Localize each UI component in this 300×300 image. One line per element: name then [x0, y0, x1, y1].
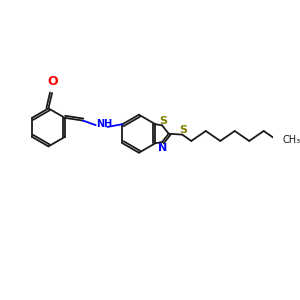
Text: CH₃: CH₃ — [283, 135, 300, 145]
Text: N: N — [158, 142, 168, 152]
Text: S: S — [159, 116, 167, 126]
Text: NH: NH — [97, 119, 113, 129]
Text: O: O — [48, 76, 58, 88]
Text: S: S — [179, 125, 187, 135]
